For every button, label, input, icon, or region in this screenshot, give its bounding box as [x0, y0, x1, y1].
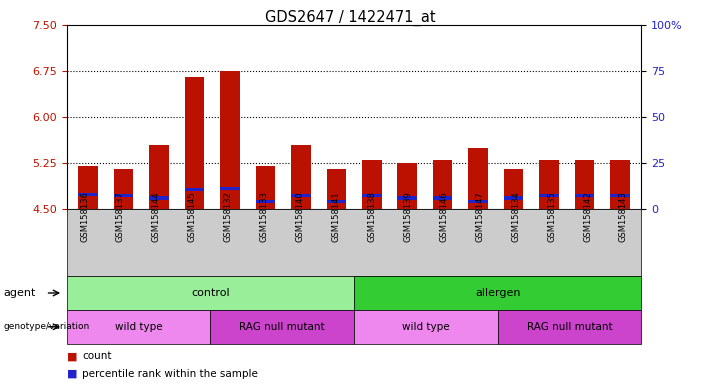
Bar: [78, 193, 97, 197]
Bar: [362, 194, 381, 197]
Bar: [468, 200, 488, 203]
Bar: [184, 77, 204, 209]
Text: ■: ■: [67, 351, 77, 361]
Bar: [78, 166, 97, 209]
Bar: [114, 194, 133, 197]
Bar: [575, 160, 594, 209]
Bar: [611, 194, 630, 197]
Text: count: count: [82, 351, 111, 361]
Text: GSM158140: GSM158140: [296, 192, 305, 243]
Text: GSM158139: GSM158139: [403, 192, 412, 243]
Text: allergen: allergen: [475, 288, 520, 298]
Bar: [327, 169, 346, 209]
Bar: [256, 200, 275, 203]
Text: GSM158136: GSM158136: [80, 192, 89, 243]
Text: percentile rank within the sample: percentile rank within the sample: [82, 369, 258, 379]
Text: wild type: wild type: [115, 322, 162, 332]
Text: ■: ■: [67, 369, 77, 379]
Bar: [539, 160, 559, 209]
Bar: [220, 187, 240, 190]
Bar: [504, 169, 524, 209]
Bar: [362, 160, 381, 209]
Text: wild type: wild type: [402, 322, 449, 332]
Text: GSM158137: GSM158137: [116, 192, 125, 243]
Text: GSM158145: GSM158145: [188, 192, 197, 243]
Text: GSM158147: GSM158147: [475, 192, 484, 243]
Text: genotype/variation: genotype/variation: [4, 322, 90, 331]
Text: GDS2647 / 1422471_at: GDS2647 / 1422471_at: [265, 10, 436, 26]
Text: GSM158146: GSM158146: [440, 192, 449, 243]
Bar: [468, 147, 488, 209]
Bar: [611, 160, 630, 209]
Text: GSM158143: GSM158143: [619, 192, 628, 243]
Bar: [575, 194, 594, 197]
Bar: [114, 169, 133, 209]
Text: RAG null mutant: RAG null mutant: [239, 322, 325, 332]
Bar: [397, 196, 417, 200]
Text: agent: agent: [4, 288, 36, 298]
Text: GSM158132: GSM158132: [224, 192, 233, 243]
Bar: [149, 196, 169, 200]
Text: GSM158144: GSM158144: [152, 192, 161, 243]
Bar: [539, 194, 559, 197]
Text: GSM158138: GSM158138: [367, 192, 376, 243]
Bar: [433, 160, 452, 209]
Bar: [397, 163, 417, 209]
Bar: [504, 196, 524, 200]
Bar: [291, 194, 311, 197]
Bar: [149, 144, 169, 209]
Bar: [433, 196, 452, 200]
Text: GSM158133: GSM158133: [259, 192, 268, 243]
Text: GSM158134: GSM158134: [511, 192, 520, 243]
Bar: [184, 188, 204, 191]
Text: control: control: [191, 288, 230, 298]
Text: RAG null mutant: RAG null mutant: [526, 322, 613, 332]
Bar: [327, 200, 346, 203]
Text: GSM158135: GSM158135: [547, 192, 556, 243]
Text: GSM158142: GSM158142: [583, 192, 592, 243]
Bar: [291, 144, 311, 209]
Bar: [256, 166, 275, 209]
Bar: [220, 71, 240, 209]
Text: GSM158141: GSM158141: [332, 192, 341, 243]
